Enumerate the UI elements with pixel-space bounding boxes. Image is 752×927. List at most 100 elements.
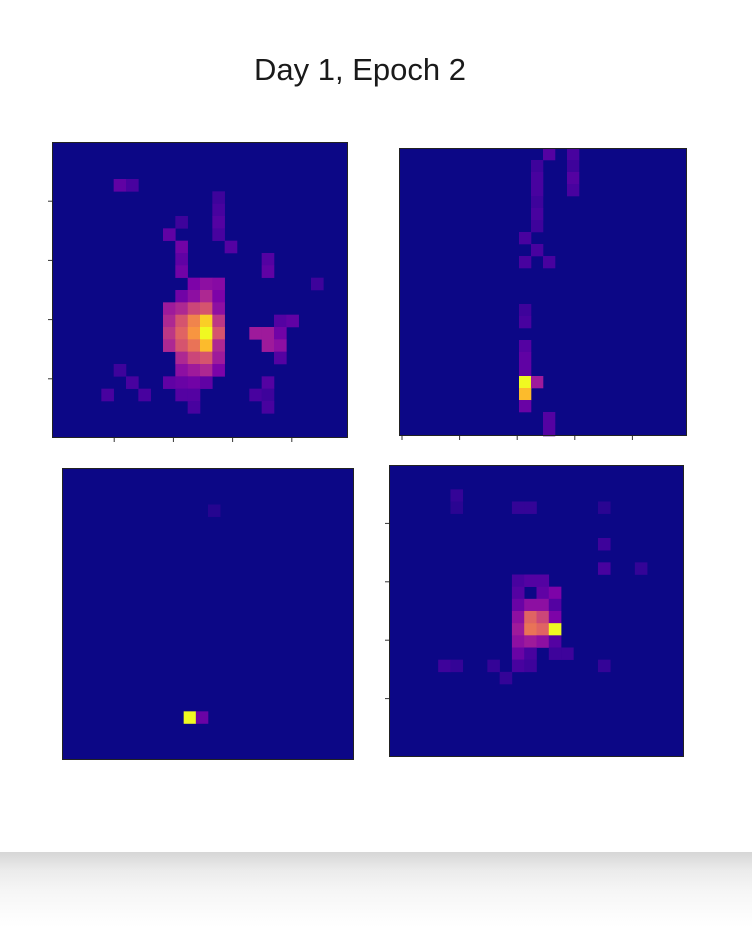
heatmap-cell [567,172,580,185]
heatmap-cell [543,148,556,161]
heatmap-cell [163,302,176,315]
heatmap-cell [187,376,201,389]
heatmap-cell [487,659,500,673]
heatmap-cell [519,400,532,413]
heatmap-cell [511,586,525,600]
heatmap-cell [261,376,275,389]
heatmap-cell [200,277,213,291]
heatmap-cell [261,339,275,352]
heatmap-cell [524,623,537,636]
heatmap-cell [183,711,197,724]
heatmap-cell [531,220,544,233]
heatmap-cell [531,184,544,197]
heatmap-cell [511,635,525,648]
heatmap-cell [212,191,225,204]
heatmap-panel-top-left [48,142,348,442]
heatmap-cell [187,314,201,328]
heatmap-cell [519,364,532,377]
heatmap-cell [212,290,225,303]
heatmap-cell [212,277,225,291]
heatmap-cell [524,598,537,612]
heatmap-cell [634,562,648,575]
heatmap-cell [261,265,275,278]
heatmap-cell [187,351,201,365]
heatmap-cell [511,623,525,636]
heatmap-cell [519,340,532,353]
heatmap-cell [200,290,213,303]
heatmap-cell [200,314,213,328]
heatmap-cell [175,351,188,365]
heatmap-cell [175,376,188,389]
heatmap-cell [286,314,299,328]
heatmap-cell [543,256,556,269]
heatmap-cell [499,671,513,685]
heatmap-frame [52,142,348,438]
heatmap-cell [212,364,225,377]
heatmap-cell [187,327,201,340]
heatmap-cell [212,302,225,315]
heatmap-cell [163,339,176,352]
heatmap-cell [261,388,275,402]
heatmap-cell [163,327,176,340]
heatmap-cell [175,364,188,377]
heatmap-cell [567,148,580,161]
heatmap-cell [536,574,550,587]
heatmap-cell [536,598,550,612]
heatmap-cell [438,659,451,673]
heatmap-cell [543,424,556,437]
heatmap-cell [212,203,225,217]
heatmap-cell [200,364,213,377]
heatmap-cell [543,412,556,425]
heatmap-cell [261,401,275,414]
heatmap-cell [524,501,537,514]
heatmap-cell [126,376,139,389]
heatmap-cell [548,611,562,624]
heatmap-cell [187,339,201,352]
heatmap-cell [511,574,525,587]
heatmap-cell [195,711,209,724]
heatmap-cell [200,327,213,340]
heatmap-cell [163,314,176,328]
heatmap-cell [567,184,580,197]
heatmap-cell [249,327,262,340]
heatmap-cell [548,586,562,600]
heatmap-cell [187,302,201,315]
heatmap-cell [175,388,188,402]
heatmap-cell [548,635,562,648]
heatmap-cell [138,388,151,402]
heatmap-cell [511,647,525,660]
heatmap-cell [175,253,188,266]
heatmap-cell [187,401,201,414]
heatmap-cell [200,339,213,352]
slide-bottom-shadow [0,852,752,927]
heatmap-cell [524,635,537,648]
heatmap-cell [536,635,550,648]
heatmap-cell [208,504,221,517]
heatmap-cell [274,314,287,328]
heatmap-cell [511,659,525,673]
heatmap-cell [536,586,550,600]
heatmap-cell [249,388,262,402]
heatmap-cell [519,388,532,401]
heatmap-cell [200,302,213,315]
heatmap-cell [212,228,225,241]
heatmap-cell [511,611,525,624]
heatmap-cell [567,160,580,173]
heatmap-cell [163,228,176,241]
heatmap-cell [187,388,201,402]
heatmap-cell [274,339,287,352]
heatmap-cell [311,277,324,291]
heatmap-cell [212,216,225,229]
heatmap-cell [519,316,532,329]
heatmap-cell [187,364,201,377]
heatmap-cell [450,489,464,502]
heatmap-cell [212,339,225,352]
heatmap-frame [389,465,684,757]
heatmap-cell [511,501,525,514]
heatmap-cell [261,327,275,340]
heatmap-panel-top-right [399,148,687,440]
heatmap-cell [274,327,287,340]
heatmap-cell [524,574,537,587]
heatmap-cell [187,290,201,303]
slide-title: Day 1, Epoch 2 [254,52,466,87]
